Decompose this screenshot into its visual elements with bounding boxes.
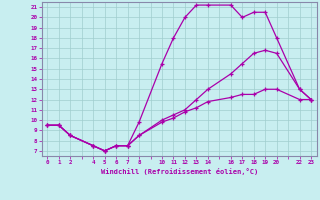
X-axis label: Windchill (Refroidissement éolien,°C): Windchill (Refroidissement éolien,°C) (100, 168, 258, 175)
